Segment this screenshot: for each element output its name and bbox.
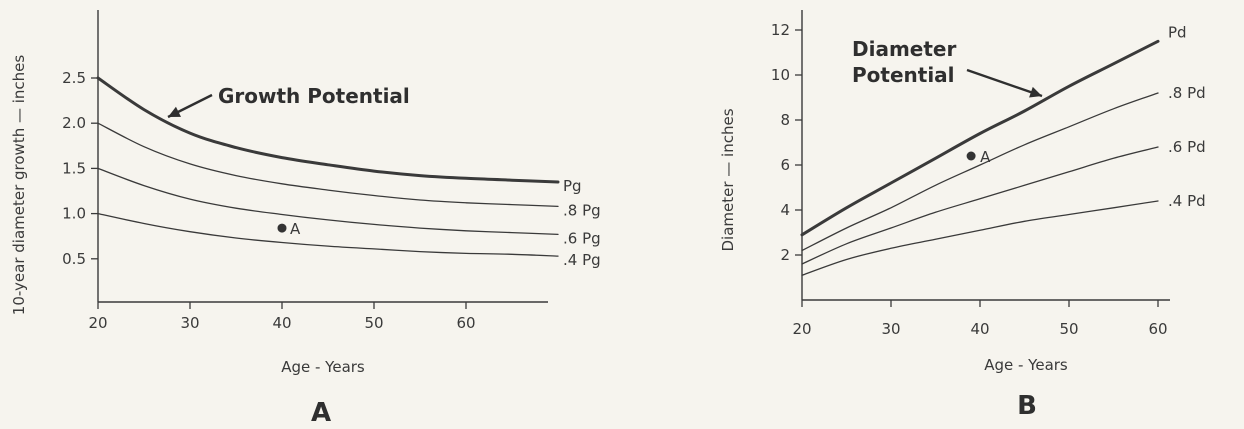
panel-a-callout-text: Growth Potential: [218, 84, 410, 108]
panel-b-y-tick-label: 6: [780, 156, 790, 174]
panel-b-y-tick-label: 8: [780, 111, 790, 129]
panel-a-series-label: Pg: [563, 177, 582, 195]
panel-a-y-axis-title: 10-year diameter growth — inches: [10, 55, 28, 316]
panel-a-x-tick-label: 20: [88, 314, 107, 332]
panel-a-x-tick-label: 60: [456, 314, 475, 332]
panel-b-x-tick-label: 30: [881, 320, 900, 338]
panel-b-point-a: [966, 151, 976, 161]
panel-a-series-line: [97, 212, 559, 257]
panel-a-x-tick-label: 40: [272, 314, 291, 332]
panel-b-callout-text: Diameter: [852, 37, 956, 61]
panel-b-y-tick-label: 4: [780, 201, 790, 219]
panel-b-y-tick-label: 2: [780, 246, 790, 264]
panel-a-marks: 0.5 1.0 1.5 2.0 2.5 20 30 40 50 60 Pg .8 Pg .6 Pg .4 …: [62, 10, 601, 332]
panel-b-series-label: .6 Pd: [1168, 138, 1206, 156]
panel-a-y-tick-label: 2.5: [62, 69, 86, 87]
panel-b-letter: B: [1017, 391, 1037, 421]
panel-b-x-tick-label: 20: [792, 320, 811, 338]
panel-a-series-label: .4 Pg: [563, 251, 601, 269]
panel-b-callout-arrowhead: [1029, 86, 1042, 98]
panel-a-point-a: [277, 223, 287, 233]
panel-b-series-line: [800, 39, 1160, 237]
panel-a-y-tick-label: 2.0: [62, 114, 86, 132]
panel-b-y-tick-label: 12: [771, 21, 790, 39]
panel-b-x-tick-label: 40: [970, 320, 989, 338]
panel-a-letter: A: [311, 398, 331, 425]
panel-a-x-tick-label: 30: [180, 314, 199, 332]
panel-b-x-axis-title: Age - Years: [984, 356, 1068, 374]
panel-a-y-tick-label: 0.5: [62, 250, 86, 268]
panel-b-series-label: .4 Pd: [1168, 192, 1206, 210]
panel-a-y-title: 10-year diameter growth — inches: [10, 55, 28, 316]
panel-a-point-a-label: A: [290, 220, 301, 238]
panel-b-callout-text: Potential: [852, 63, 955, 87]
panel-a-y-tick-label: 1.5: [62, 159, 86, 177]
panel-b-x-tick-label: 50: [1059, 320, 1078, 338]
panel-b-point-a-label: A: [980, 148, 991, 166]
panel-a: 10-year diameter growth — inches Age - Y…: [10, 10, 601, 428]
panel-a-series-label: .8 Pg: [563, 201, 601, 219]
panel-a-x-axis-title: Age - Years: [281, 358, 365, 376]
panel-b-series-line: [801, 146, 1159, 265]
panel-b-marks: 2 4 6 8 10 12 20 30 40 50 60 Pd .8 Pd .6 Pd .4 Pd A Diam…: [771, 10, 1206, 338]
panel-a-series-label: .6 Pg: [563, 229, 601, 247]
panel-b-y-axis-title: Diameter — inches: [719, 108, 737, 251]
panel-b-y-tick-label: 10: [771, 66, 790, 84]
panel-a-callout-arrowhead: [168, 106, 181, 117]
panel-a-x-tick-label: 50: [364, 314, 383, 332]
panel-a-series-line: [97, 122, 559, 208]
panel-a-series-line: [97, 167, 559, 236]
panel-b: Diameter — inches Age - Years B 2 4 6 8 10 12…: [719, 10, 1206, 421]
panel-b-x-tick-label: 60: [1148, 320, 1167, 338]
panel-a-series-line: [96, 76, 560, 184]
panel-b-callout-arrow: [966, 68, 1043, 98]
panel-b-series-line: [801, 200, 1159, 276]
panel-b-series-label: Pd: [1168, 23, 1187, 41]
panel-b-series-line: [801, 92, 1159, 252]
panel-b-series-label: .8 Pd: [1168, 84, 1206, 102]
panel-a-y-tick-label: 1.0: [62, 205, 86, 223]
